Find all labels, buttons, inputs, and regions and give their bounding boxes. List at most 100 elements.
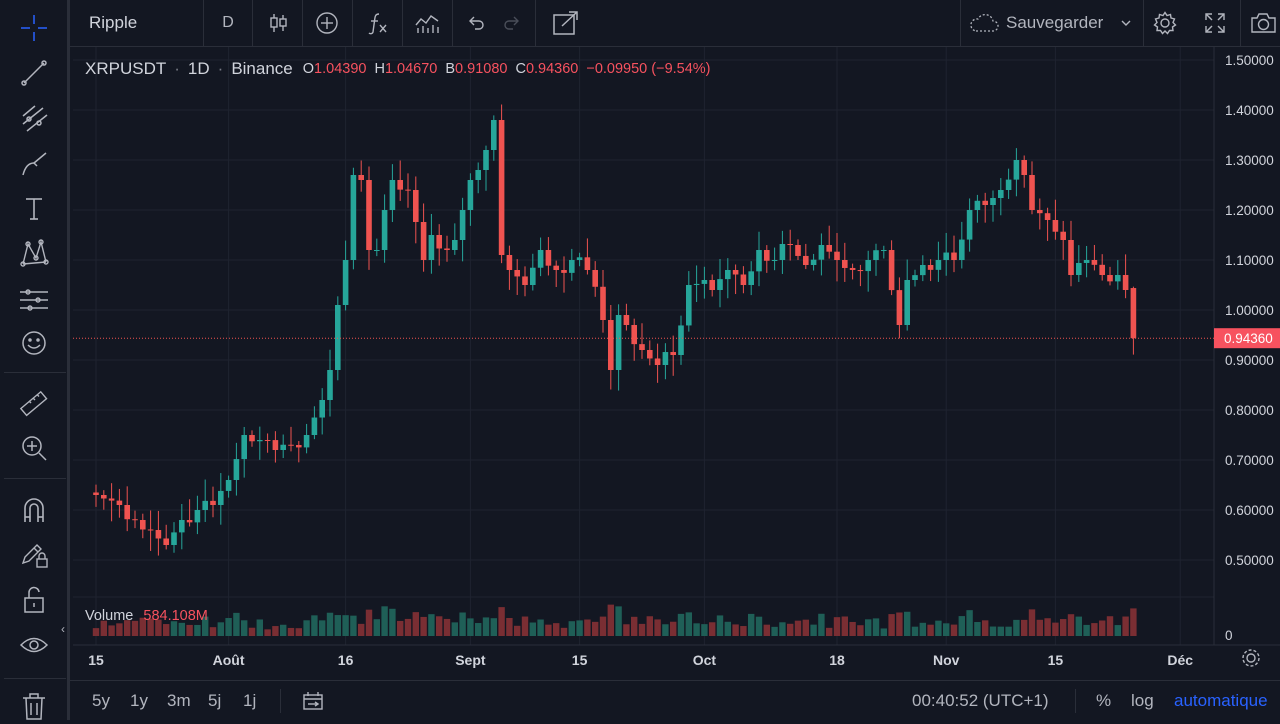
remove-drawings-tool[interactable] (14, 688, 54, 724)
candle-body (865, 260, 871, 272)
volume-bar (568, 621, 575, 636)
settings-button[interactable] (1148, 0, 1182, 46)
volume-bar (545, 624, 552, 636)
volume-bar (116, 623, 123, 636)
ruler-tool[interactable] (14, 386, 54, 422)
emoji-tool[interactable] (14, 325, 54, 361)
measure-forecast-tool[interactable] (14, 281, 54, 317)
volume-bar (927, 624, 934, 636)
candle-body (171, 532, 177, 545)
candle-body (600, 286, 606, 320)
volume-bar (147, 618, 154, 636)
publish-button[interactable] (546, 0, 586, 46)
volume-bar (404, 618, 412, 636)
range-1y[interactable]: 1y (130, 691, 148, 710)
volume-bar (958, 616, 965, 636)
candle-body (959, 239, 965, 260)
crosshair-tool[interactable] (14, 10, 54, 46)
divider (535, 0, 536, 46)
volume-bar (92, 628, 100, 636)
redo-button[interactable] (496, 0, 528, 46)
symbol-search-button[interactable]: Ripple (80, 0, 190, 46)
range-5y[interactable]: 5y (92, 691, 110, 710)
volume-bar (974, 622, 981, 636)
volume-bar (436, 616, 443, 636)
indicators-button[interactable] (360, 0, 394, 46)
legend-high: H1.04670 (374, 61, 438, 77)
axis-settings-icon[interactable] (1242, 649, 1260, 667)
log-toggle[interactable]: log (1131, 691, 1154, 710)
price-tick-label: 0.60000 (1225, 503, 1274, 518)
pattern-tool[interactable] (14, 235, 54, 271)
last-price-label: 0.94360 (1224, 331, 1273, 346)
volume-bar (373, 619, 380, 636)
candle-body (818, 245, 825, 260)
goto-date-button[interactable] (302, 681, 324, 721)
auto-scale-toggle[interactable]: automatique (1174, 691, 1268, 710)
brush-tool[interactable] (14, 146, 54, 182)
volume-bar (865, 619, 872, 636)
collapse-panel-button[interactable]: ‹ (61, 622, 65, 636)
range-1j[interactable]: 1j (243, 691, 257, 710)
candle-body (974, 200, 981, 210)
volume-bar (787, 623, 794, 636)
volume-bar (1099, 620, 1106, 636)
magnet-tool[interactable] (14, 492, 54, 528)
chart-type-button[interactable] (262, 0, 294, 46)
fullscreen-button[interactable] (1198, 0, 1232, 46)
candle-body (1029, 175, 1035, 210)
candle-body (366, 180, 372, 250)
candle-body (93, 492, 99, 495)
divider (402, 0, 403, 46)
clock-timezone[interactable]: 00:40:52 (UTC+1) (912, 691, 1049, 710)
volume-bar (576, 620, 583, 636)
volume-tick-label: 0 (1225, 628, 1233, 643)
volume-bar (506, 618, 513, 636)
volume-bar (724, 621, 731, 636)
lock-all-tool[interactable] (14, 582, 54, 618)
undo-button[interactable] (460, 0, 492, 46)
volume-bar (1091, 623, 1098, 636)
pencil-lock-icon (21, 544, 48, 568)
time-tick-label: Sept (455, 652, 486, 668)
interval-button[interactable]: D (210, 0, 246, 46)
trend-line-tool[interactable] (14, 55, 54, 91)
templates-button[interactable] (410, 0, 444, 46)
volume-bar (662, 624, 669, 636)
text-tool[interactable] (14, 190, 54, 226)
volume-bar (1036, 619, 1043, 636)
volume-bar (623, 624, 630, 636)
candles (93, 104, 1137, 556)
zoom-tool[interactable] (14, 430, 54, 466)
candle-body (522, 276, 528, 285)
compare-button[interactable] (310, 0, 344, 46)
candle-body (506, 255, 513, 270)
candle-body (756, 250, 762, 272)
hide-drawings-tool[interactable] (14, 627, 54, 663)
lock-drawings-tool[interactable] (14, 536, 54, 572)
candle-body (1130, 288, 1137, 339)
volume-bar (833, 617, 841, 636)
snapshot-button[interactable] (1246, 0, 1280, 46)
volume-bar (514, 625, 521, 636)
time-tick-label: 15 (88, 652, 104, 668)
legend-low: B0.91080 (445, 61, 508, 77)
fib-tool[interactable] (14, 101, 54, 137)
candle-body (834, 251, 840, 260)
range-3m[interactable]: 3m (167, 691, 191, 710)
candle-body (233, 459, 240, 480)
candle-body (764, 250, 770, 261)
volume-bar (194, 624, 201, 636)
volume-bar (685, 612, 692, 636)
candle-body (748, 271, 754, 285)
percent-toggle[interactable]: % (1096, 691, 1112, 710)
volume-bar (771, 626, 778, 636)
volume-legend: Volume 584.108M (85, 608, 208, 624)
time-tick-label: Oct (693, 652, 717, 668)
volume-bar (420, 616, 427, 636)
drawing-toolbar (0, 0, 70, 720)
price-tick-label: 0.80000 (1225, 403, 1274, 418)
save-button[interactable]: Sauvegarder (968, 0, 1140, 46)
range-5j[interactable]: 5j (208, 691, 222, 710)
